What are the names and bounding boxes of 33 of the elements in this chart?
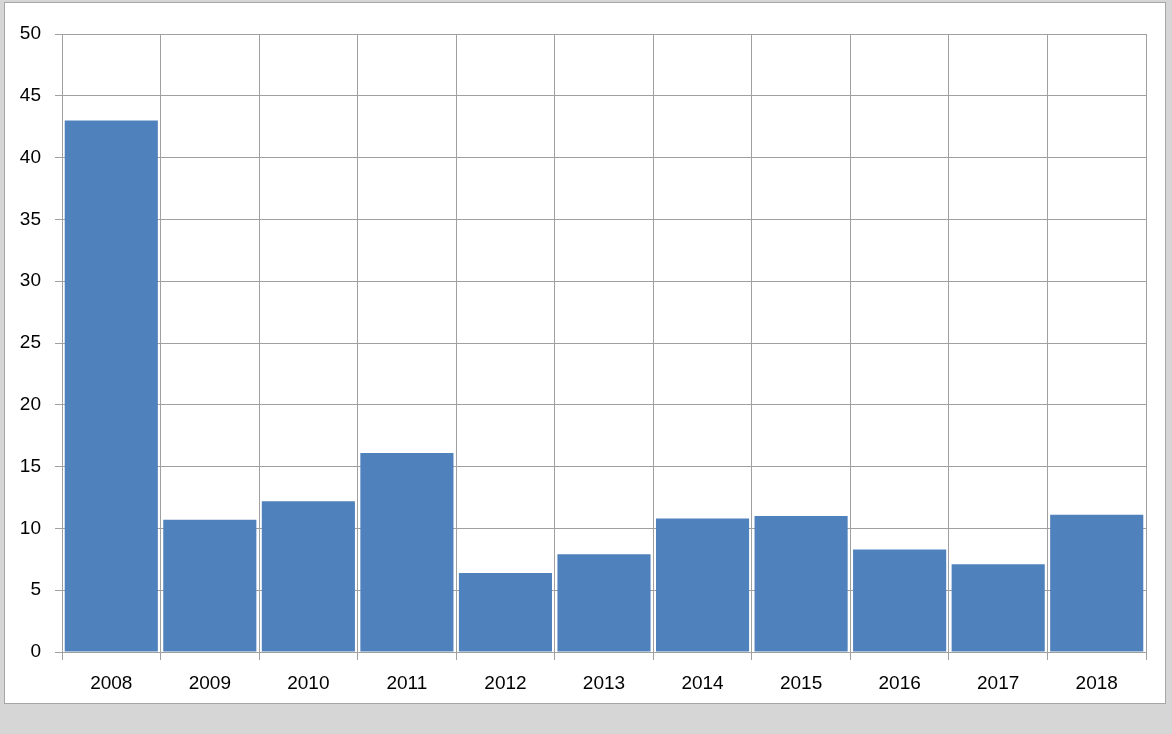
y-tick-label: 0 bbox=[30, 640, 41, 662]
bar bbox=[163, 519, 257, 652]
bar bbox=[754, 516, 848, 652]
x-tick-label: 2018 bbox=[1075, 671, 1118, 693]
y-tick-label: 10 bbox=[19, 516, 41, 538]
y-tick-label: 5 bbox=[30, 578, 41, 600]
y-tick-label: 25 bbox=[19, 331, 41, 353]
bar bbox=[64, 120, 158, 652]
x-tick-label: 2013 bbox=[582, 671, 626, 693]
x-tick-label: 2008 bbox=[90, 671, 133, 693]
bar bbox=[655, 518, 750, 652]
y-tick-label: 40 bbox=[19, 145, 41, 167]
bar bbox=[557, 554, 651, 652]
y-tick-label: 15 bbox=[19, 454, 41, 476]
bar bbox=[261, 501, 355, 652]
y-tick-label: 50 bbox=[19, 22, 41, 44]
y-tick-label: 20 bbox=[19, 393, 41, 415]
x-tick-label: 2011 bbox=[386, 671, 428, 693]
x-tick-label: 2015 bbox=[779, 671, 823, 693]
x-tick-label: 2016 bbox=[878, 671, 921, 693]
x-tick-label: 2010 bbox=[287, 671, 330, 693]
bar bbox=[951, 564, 1045, 652]
x-tick-label: 2017 bbox=[977, 671, 1020, 693]
bar bbox=[360, 453, 454, 652]
bar bbox=[853, 549, 947, 652]
y-tick-label: 30 bbox=[19, 269, 41, 291]
bar bbox=[458, 572, 553, 652]
bar bbox=[1050, 514, 1144, 652]
x-tick-label: 2014 bbox=[681, 671, 725, 693]
x-tick-label: 2009 bbox=[188, 671, 231, 693]
x-tick-label: 2012 bbox=[484, 671, 527, 693]
y-tick-label: 35 bbox=[19, 207, 41, 229]
y-tick-label: 45 bbox=[19, 84, 41, 106]
